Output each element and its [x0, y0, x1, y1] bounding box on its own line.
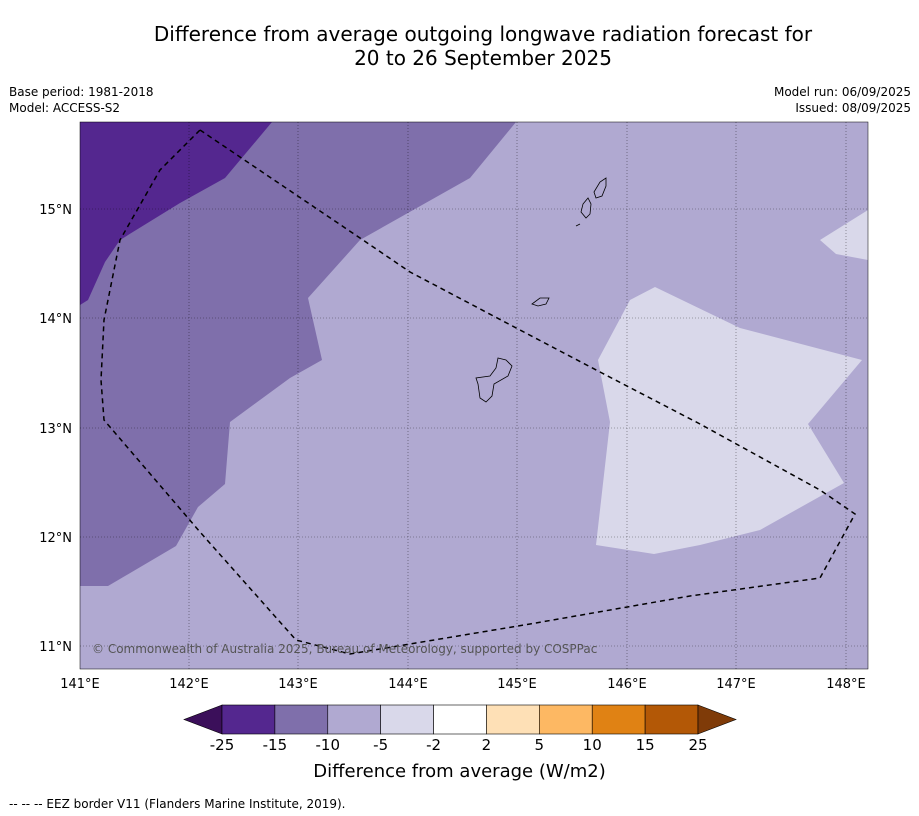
colorbar-segment: [486, 704, 540, 735]
coastlines: [475, 177, 607, 403]
colorbar-segment: [380, 704, 434, 735]
colorbar-tick-label: -25: [209, 736, 235, 754]
colorbar-segment: [539, 704, 593, 735]
colorbar-title: Difference from average (W/m2): [313, 761, 606, 782]
colorbar-segment: [327, 704, 381, 735]
map-frame: [79, 121, 869, 670]
lon-tick: 141°E: [60, 677, 100, 692]
eez-footnote: -- -- -- EEZ border V11 (Flanders Marine…: [9, 797, 346, 811]
tinian-island: [580, 197, 592, 219]
colorbar-extend-low: [183, 704, 223, 735]
title-line-2: 20 to 26 September 2025: [354, 46, 612, 70]
eez-border: [100, 129, 856, 655]
anomaly-field: [80, 122, 868, 669]
graticule: [80, 122, 868, 669]
model-name: Model: ACCESS-S2: [9, 101, 121, 115]
band-minus5-minus2-ne: [820, 210, 868, 260]
meta-right: Model run: 06/09/2025 Issued: 08/09/2025: [774, 84, 911, 116]
band-minus5-minus2-east: [596, 287, 862, 554]
lon-tick: 145°E: [497, 677, 537, 692]
copyright-text: © Commonwealth of Australia 2025, Bureau…: [92, 642, 597, 656]
colorbar-segment: [591, 704, 646, 735]
meta-left: Base period: 1981-2018 Model: ACCESS-S2: [9, 84, 154, 116]
base-period: Base period: 1981-2018: [9, 85, 154, 99]
lat-tick: 14°N: [39, 312, 72, 327]
lat-tick: 12°N: [39, 531, 72, 546]
colorbar-extend-high: [697, 704, 737, 735]
saipan-island: [593, 177, 607, 199]
lon-tick: 143°E: [278, 677, 318, 692]
guam-island: [475, 357, 513, 403]
lon-tick: 148°E: [826, 677, 866, 692]
lat-tick: 13°N: [39, 422, 72, 437]
colorbar-tick-label: 2: [481, 736, 492, 754]
colorbar-segment: [433, 704, 487, 735]
lat-tick: 11°N: [39, 640, 72, 655]
lon-tick-labels: 141°E 142°E 143°E 144°E 145°E 146°E 147°…: [60, 677, 866, 692]
map-title: Difference from average outgoing longwav…: [0, 22, 919, 70]
lat-tick-labels: 15°N 14°N 13°N 12°N 11°N: [39, 203, 72, 655]
lon-tick: 142°E: [169, 677, 209, 692]
title-line-1: Difference from average outgoing longwav…: [153, 22, 813, 46]
aguijan-islet: [575, 223, 581, 227]
colorbar-tick-label: -15: [262, 736, 288, 754]
colorbar-tick-label: 10: [582, 736, 602, 754]
lat-tick: 15°N: [39, 203, 72, 218]
colorbar-segment: [644, 704, 699, 735]
colorbar-tick-label: -10: [315, 736, 341, 754]
colorbar-tick-label: 5: [534, 736, 545, 754]
colorbar-segment: [221, 704, 276, 735]
model-run: Model run: 06/09/2025: [773, 85, 911, 99]
band-below-minus15: [80, 122, 272, 305]
colorbar-tick-label: -5: [373, 736, 389, 754]
colorbar: [183, 704, 737, 735]
colorbar-tick-label: -2: [426, 736, 442, 754]
lon-tick: 146°E: [607, 677, 647, 692]
colorbar-tick-label: 15: [635, 736, 655, 754]
rota-island: [531, 297, 550, 307]
issued-date: Issued: 08/09/2025: [795, 101, 911, 115]
lon-tick: 144°E: [388, 677, 428, 692]
colorbar-tick-label: 25: [688, 736, 708, 754]
lon-tick: 147°E: [716, 677, 756, 692]
colorbar-segment: [274, 704, 329, 735]
